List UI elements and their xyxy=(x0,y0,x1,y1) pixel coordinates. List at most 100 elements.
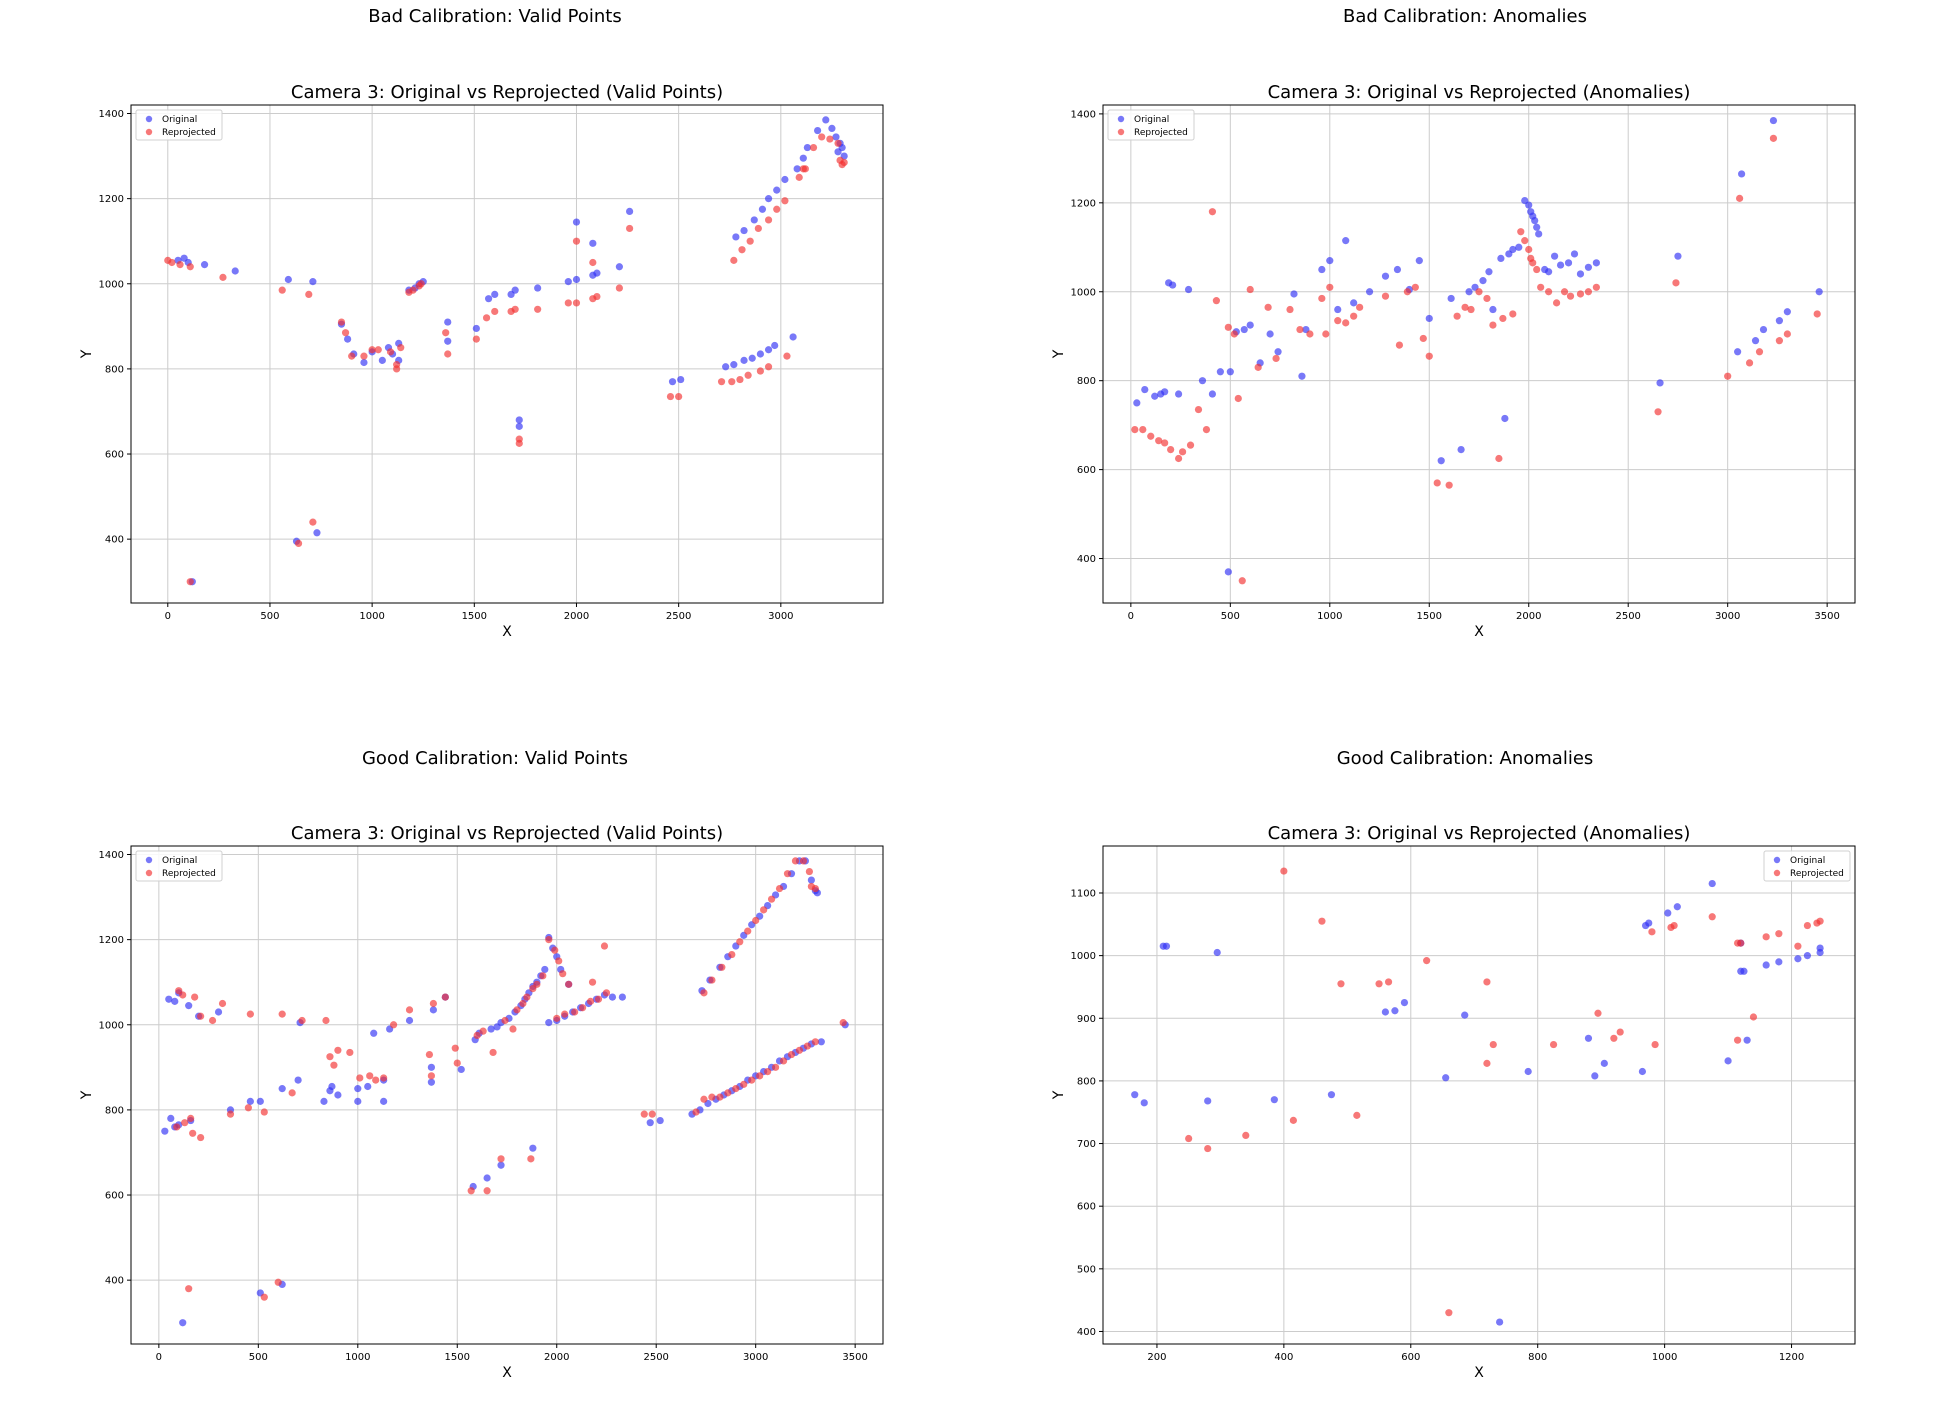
data-point-original xyxy=(354,1085,362,1093)
data-point-reprojected xyxy=(1525,245,1533,254)
data-point-reprojected xyxy=(736,375,744,384)
data-point-reprojected xyxy=(1131,425,1139,434)
data-point-reprojected xyxy=(803,1042,812,1050)
x-tick-label: 600 xyxy=(1401,1352,1420,1363)
legend-label-reprojected: Reprojected xyxy=(1790,869,1844,879)
data-point-original xyxy=(1656,379,1664,387)
data-point-reprojected xyxy=(578,1004,587,1012)
data-point-reprojected xyxy=(564,299,572,307)
data-point-original xyxy=(817,1038,825,1046)
legend-marker-reprojected xyxy=(1117,128,1125,136)
data-point-original xyxy=(1759,325,1768,334)
data-point-original xyxy=(171,997,179,1005)
data-point-reprojected xyxy=(390,1021,398,1029)
y-axis-label: Y xyxy=(1051,349,1067,359)
data-point-reprojected xyxy=(1576,290,1585,298)
data-point-reprojected xyxy=(533,980,541,988)
data-point-reprojected xyxy=(1139,425,1147,434)
data-point-reprojected xyxy=(1794,942,1802,950)
data-point-original xyxy=(320,1097,328,1105)
data-point-original xyxy=(1400,999,1409,1007)
data-point-original xyxy=(1415,257,1423,265)
data-point-reprojected xyxy=(1224,323,1232,331)
data-point-reprojected xyxy=(805,867,813,876)
data-point-original xyxy=(529,1144,537,1152)
x-axis-label: X xyxy=(502,1365,512,1381)
x-tick-label: 1500 xyxy=(445,1352,470,1363)
legend-marker-original xyxy=(145,115,153,123)
x-tick-label: 2500 xyxy=(666,611,691,622)
data-point-original xyxy=(515,416,523,424)
data-point-reprojected xyxy=(1584,288,1593,296)
legend-label-original: Original xyxy=(1134,115,1169,125)
data-point-reprojected xyxy=(1610,1034,1618,1042)
data-point-reprojected xyxy=(1521,237,1529,245)
x-axis-label: X xyxy=(1474,1365,1484,1381)
data-point-reprojected xyxy=(1403,288,1411,296)
data-point-original xyxy=(429,1006,437,1014)
series-original xyxy=(1131,879,1824,1326)
data-point-reprojected xyxy=(1167,445,1175,454)
data-point-reprojected xyxy=(368,346,376,354)
data-point-reprojected xyxy=(1419,334,1427,343)
data-point-original xyxy=(179,1319,187,1327)
data-point-original xyxy=(328,1082,336,1091)
series-reprojected xyxy=(173,857,847,1301)
data-point-reprojected xyxy=(527,1155,535,1163)
data-point-original xyxy=(740,356,748,364)
data-point-reprojected xyxy=(181,1119,189,1127)
data-point-reprojected xyxy=(626,224,634,233)
data-point-reprojected xyxy=(1545,288,1553,296)
data-point-reprojected xyxy=(483,1187,491,1195)
data-point-original xyxy=(758,205,767,213)
data-point-reprojected xyxy=(1775,337,1784,345)
y-tick-label: 400 xyxy=(105,1276,124,1287)
data-point-reprojected xyxy=(1395,341,1404,349)
data-point-reprojected xyxy=(571,1008,579,1016)
data-point-reprojected xyxy=(724,1089,732,1097)
data-point-reprojected xyxy=(1566,292,1575,300)
x-tick-label: 0 xyxy=(156,1352,162,1363)
legend-box xyxy=(1107,109,1195,141)
data-point-reprojected xyxy=(708,1093,716,1101)
data-point-original xyxy=(1501,414,1509,423)
y-tick-label: 1200 xyxy=(99,194,124,205)
data-point-reprojected xyxy=(380,1074,388,1082)
data-point-reprojected xyxy=(764,216,773,224)
data-point-original xyxy=(748,354,756,362)
data-point-reprojected xyxy=(187,1114,195,1123)
data-point-original xyxy=(814,126,822,135)
data-point-reprojected xyxy=(834,139,842,147)
data-point-original xyxy=(1479,277,1487,285)
x-tick-label: 3000 xyxy=(768,611,793,622)
data-point-reprojected xyxy=(197,1133,205,1142)
data-point-reprojected xyxy=(783,870,792,878)
data-point-reprojected xyxy=(1749,1013,1758,1021)
legend-box xyxy=(135,850,223,882)
data-point-reprojected xyxy=(811,884,819,893)
data-point-original xyxy=(313,529,321,537)
y-tick-label: 1400 xyxy=(99,109,124,120)
data-point-reprojected xyxy=(1509,310,1517,318)
data-point-original xyxy=(1447,294,1455,303)
data-point-reprojected xyxy=(1483,978,1491,986)
data-point-reprojected xyxy=(545,936,553,944)
data-point-reprojected xyxy=(1651,1040,1659,1049)
data-point-original xyxy=(1226,368,1234,376)
chart-title: Camera 3: Original vs Reprojected (Anoma… xyxy=(1268,823,1691,844)
data-point-original xyxy=(1740,967,1748,975)
data-point-original xyxy=(1174,390,1183,398)
data-point-reprojected xyxy=(372,1076,380,1084)
data-point-original xyxy=(1334,305,1342,314)
data-point-reprojected xyxy=(1202,425,1211,434)
legend-label-original: Original xyxy=(162,115,197,125)
data-point-reprojected xyxy=(1289,1116,1297,1124)
data-point-original xyxy=(618,993,626,1001)
x-axis-label: X xyxy=(502,624,512,640)
data-point-reprojected xyxy=(1769,134,1778,142)
data-point-reprojected xyxy=(675,392,683,401)
data-point-reprojected xyxy=(1161,439,1169,447)
data-point-original xyxy=(1208,390,1217,398)
chart-2: 0 500 1000 1500 2000 2500 3000 3500 400 600 800 100… xyxy=(1051,82,1856,640)
data-point-reprojected xyxy=(534,305,542,313)
